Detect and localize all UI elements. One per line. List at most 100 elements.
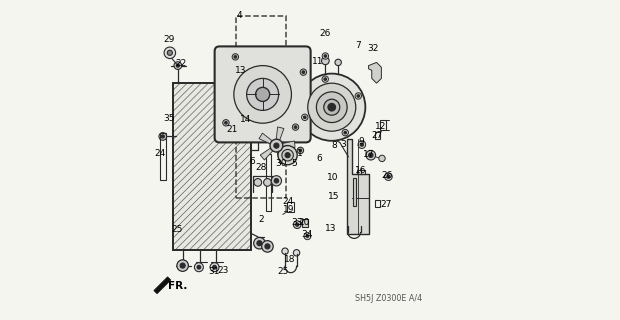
Circle shape — [234, 56, 237, 58]
Circle shape — [322, 53, 329, 59]
Bar — [380, 120, 386, 130]
Text: 7: 7 — [355, 41, 361, 50]
Circle shape — [224, 122, 227, 124]
Text: 10: 10 — [327, 173, 338, 182]
Polygon shape — [276, 127, 284, 141]
Text: 27: 27 — [381, 200, 392, 209]
Circle shape — [213, 265, 216, 269]
Circle shape — [322, 76, 329, 82]
Text: 25: 25 — [277, 267, 288, 276]
Circle shape — [195, 263, 203, 272]
Circle shape — [379, 155, 385, 162]
Text: 20: 20 — [298, 218, 309, 227]
Bar — [173, 83, 252, 250]
Circle shape — [280, 80, 289, 89]
Circle shape — [264, 179, 272, 186]
Circle shape — [304, 233, 311, 240]
Circle shape — [296, 223, 299, 226]
Circle shape — [304, 116, 306, 119]
Text: 5: 5 — [291, 159, 297, 168]
Circle shape — [210, 263, 219, 272]
Circle shape — [237, 106, 246, 115]
Circle shape — [234, 66, 291, 123]
Text: 34: 34 — [302, 230, 313, 239]
Circle shape — [278, 146, 297, 165]
Text: 30: 30 — [275, 159, 286, 168]
Circle shape — [265, 244, 270, 249]
Circle shape — [324, 99, 340, 115]
Circle shape — [300, 69, 306, 75]
Text: SH5J Z0300E A/4: SH5J Z0300E A/4 — [355, 294, 422, 303]
Circle shape — [301, 114, 308, 121]
Circle shape — [293, 221, 301, 228]
Circle shape — [247, 78, 278, 110]
Text: 26: 26 — [320, 29, 331, 38]
Text: 18: 18 — [285, 255, 296, 264]
Text: 11: 11 — [312, 57, 324, 66]
Bar — [374, 200, 381, 207]
Text: 3: 3 — [341, 140, 347, 149]
Circle shape — [316, 92, 347, 123]
Text: 33: 33 — [291, 218, 303, 227]
Polygon shape — [368, 62, 381, 83]
Text: 14: 14 — [240, 116, 251, 124]
Circle shape — [322, 57, 329, 65]
Bar — [374, 132, 381, 139]
Circle shape — [342, 130, 348, 136]
Text: 24: 24 — [154, 149, 165, 158]
Text: 26: 26 — [381, 172, 392, 180]
Circle shape — [272, 176, 281, 186]
Bar — [266, 154, 272, 211]
Circle shape — [283, 82, 286, 86]
Circle shape — [298, 74, 365, 141]
Circle shape — [308, 83, 356, 131]
Circle shape — [174, 62, 182, 69]
FancyBboxPatch shape — [215, 46, 311, 142]
Polygon shape — [260, 148, 273, 160]
Circle shape — [239, 108, 243, 112]
Text: 32: 32 — [368, 44, 379, 53]
Circle shape — [357, 95, 360, 97]
Bar — [353, 178, 356, 206]
Circle shape — [167, 50, 172, 55]
Circle shape — [366, 150, 376, 160]
Bar — [357, 170, 365, 174]
Polygon shape — [154, 277, 170, 294]
Circle shape — [257, 241, 262, 246]
Text: 28: 28 — [255, 164, 267, 172]
Circle shape — [232, 54, 239, 60]
Circle shape — [255, 87, 270, 101]
Text: 19: 19 — [283, 205, 295, 214]
Bar — [302, 219, 308, 227]
Polygon shape — [282, 141, 295, 148]
Text: 23: 23 — [217, 266, 229, 275]
Polygon shape — [347, 139, 369, 234]
Circle shape — [223, 120, 229, 126]
Circle shape — [274, 143, 279, 148]
Circle shape — [306, 235, 309, 237]
Bar — [236, 16, 286, 198]
Circle shape — [335, 59, 342, 66]
Circle shape — [285, 153, 290, 158]
Text: 35: 35 — [164, 114, 175, 123]
Circle shape — [324, 55, 327, 57]
Circle shape — [299, 149, 302, 152]
Circle shape — [282, 248, 288, 254]
Circle shape — [282, 149, 293, 161]
Polygon shape — [259, 133, 273, 144]
Circle shape — [176, 64, 179, 67]
Circle shape — [384, 173, 392, 180]
Circle shape — [324, 78, 327, 80]
Text: 1: 1 — [297, 149, 303, 158]
Text: 16: 16 — [355, 166, 366, 175]
Circle shape — [159, 132, 167, 140]
Circle shape — [177, 260, 188, 271]
Text: 6: 6 — [249, 157, 255, 166]
Polygon shape — [277, 150, 286, 164]
Circle shape — [360, 143, 363, 146]
Text: 24: 24 — [283, 197, 294, 206]
Text: 12: 12 — [374, 122, 386, 131]
Circle shape — [294, 126, 297, 128]
Text: 27: 27 — [371, 131, 383, 140]
Circle shape — [254, 179, 262, 186]
